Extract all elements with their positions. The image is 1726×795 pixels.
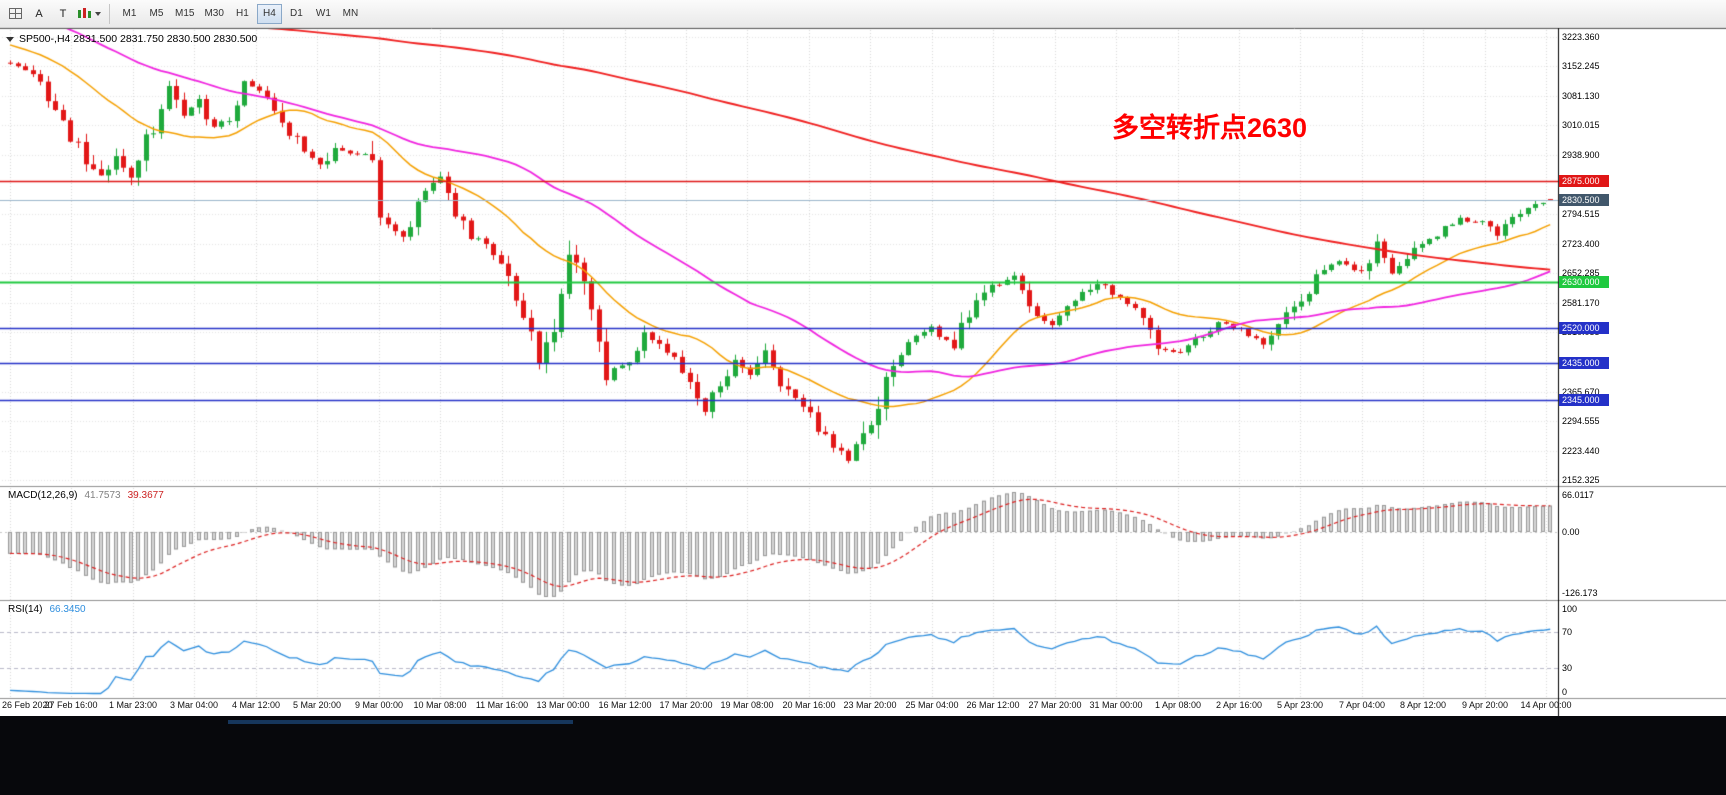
rsi-value: 66.3450	[49, 604, 86, 615]
price-axis[interactable]	[1558, 28, 1726, 716]
trendline-tool-button[interactable]: T	[52, 3, 74, 25]
rsi-name: RSI(14)	[8, 604, 43, 615]
charts-grid-button[interactable]	[4, 3, 26, 25]
chart-canvas[interactable]	[0, 0, 1726, 716]
timeframe-button-h4[interactable]: H4	[256, 3, 282, 24]
timeframe-button-d1[interactable]: D1	[284, 4, 309, 24]
indicators-button[interactable]	[76, 3, 102, 25]
taskbar-accent	[228, 720, 573, 724]
macd-main-value: 41.7573	[84, 490, 121, 501]
timeframe-button-m15[interactable]: M15	[171, 4, 198, 24]
timeframe-toolbar: M1 M5 M15 M30 H1 H4 D1 W1 MN	[117, 3, 363, 24]
chevron-down-icon	[95, 11, 101, 16]
timeframe-button-w1[interactable]: W1	[311, 4, 336, 24]
macd-label: MACD(12,26,9) 41.7573 39.3677	[8, 490, 164, 501]
text-tool-button[interactable]: A	[28, 3, 50, 25]
time-axis[interactable]	[0, 698, 1558, 716]
taskbar[interactable]	[0, 716, 1726, 795]
timeframe-button-mn[interactable]: MN	[338, 4, 363, 24]
symbol-dropdown-icon[interactable]	[6, 36, 14, 42]
chart-title-text: SP500-,H4 2831.500 2831.750 2830.500 283…	[19, 33, 258, 45]
timeframe-button-m5[interactable]: M5	[144, 4, 169, 24]
toolbar: A T M1 M5 M15 M30 H1 H4 D1 W1 MN	[0, 0, 1726, 28]
chart-annotation: 多空转折点2630	[1112, 113, 1308, 143]
macd-name: MACD(12,26,9)	[8, 490, 78, 501]
toolbar-separator	[109, 3, 110, 24]
timeframe-button-m30[interactable]: M30	[200, 4, 227, 24]
macd-signal-value: 39.3677	[127, 490, 164, 501]
indicators-icon	[77, 7, 92, 20]
charts-grid-icon	[8, 8, 22, 19]
chart-title: SP500-,H4 2831.500 2831.750 2830.500 283…	[6, 33, 257, 45]
rsi-label: RSI(14) 66.3450	[8, 604, 86, 615]
timeframe-button-m1[interactable]: M1	[117, 4, 142, 24]
timeframe-button-h1[interactable]: H1	[230, 4, 255, 24]
